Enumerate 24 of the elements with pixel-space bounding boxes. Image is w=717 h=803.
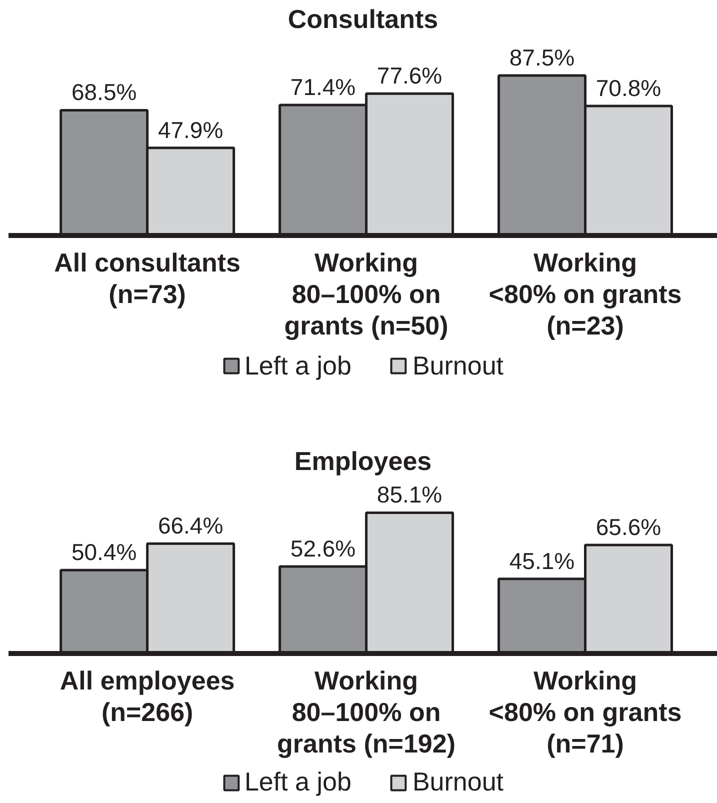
x-tick-label: Working 80–100% on grants (n=192) bbox=[277, 666, 456, 758]
x-tick-label: All employees (n=266) bbox=[60, 666, 235, 727]
data-label: 71.4% bbox=[290, 74, 356, 100]
chart-title: Employees bbox=[294, 446, 432, 476]
data-label: 65.6% bbox=[596, 514, 662, 540]
legend-label: Left a job bbox=[244, 766, 352, 798]
legend-label: Burnout bbox=[412, 766, 504, 798]
data-label: 70.8% bbox=[596, 75, 662, 102]
legend-label: Burnout bbox=[412, 350, 504, 381]
data-label: 87.5% bbox=[509, 44, 575, 70]
data-label: 47.9% bbox=[158, 116, 224, 143]
legend-label: Left a job bbox=[244, 350, 352, 381]
data-label: 66.4% bbox=[158, 512, 224, 539]
data-label: 85.1% bbox=[376, 482, 442, 508]
data-label: 77.6% bbox=[376, 62, 442, 89]
data-label: 45.1% bbox=[509, 548, 575, 574]
chart-title: Consultants bbox=[288, 4, 438, 34]
x-tick-label: Working <80% on grants (n=23) bbox=[488, 248, 682, 340]
x-tick-label: Working <80% on grants (n=71) bbox=[488, 666, 682, 758]
data-label: 52.6% bbox=[290, 535, 356, 562]
data-label: 68.5% bbox=[71, 79, 137, 106]
x-tick-label: All consultants (n=73) bbox=[54, 248, 241, 309]
x-tick-label: Working 80–100% on grants (n=50) bbox=[284, 248, 448, 340]
data-label: 50.4% bbox=[71, 539, 137, 566]
